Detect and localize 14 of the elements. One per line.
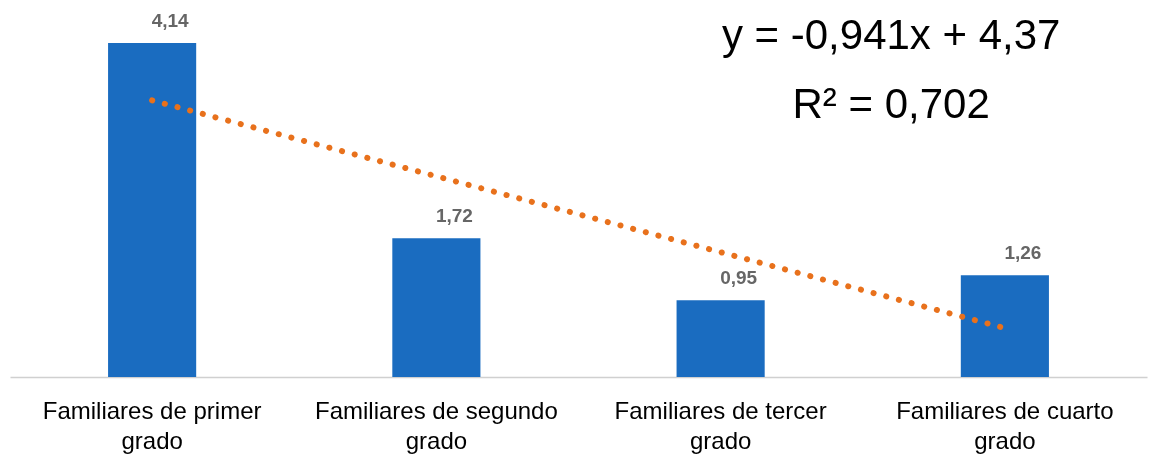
bar <box>676 300 765 377</box>
bar <box>960 275 1049 377</box>
annotation: R² = 0,702 <box>792 79 990 127</box>
x-tick-label: Familiares de primer grado <box>42 396 262 454</box>
data-label: 4,14 <box>151 10 190 32</box>
bar <box>392 238 481 377</box>
x-tick-label: Familiares de tercer grado <box>614 396 827 454</box>
x-tick-label: Familiares de segundo grado <box>314 396 558 454</box>
x-tick-label: Familiares de cuarto grado <box>896 396 1114 454</box>
bar <box>108 43 197 377</box>
data-label: 1,72 <box>435 205 473 227</box>
data-label: 1,26 <box>1004 242 1042 264</box>
data-label: 0,95 <box>720 267 758 289</box>
annotation: y = -0,941x + 4,37 <box>721 10 1061 58</box>
